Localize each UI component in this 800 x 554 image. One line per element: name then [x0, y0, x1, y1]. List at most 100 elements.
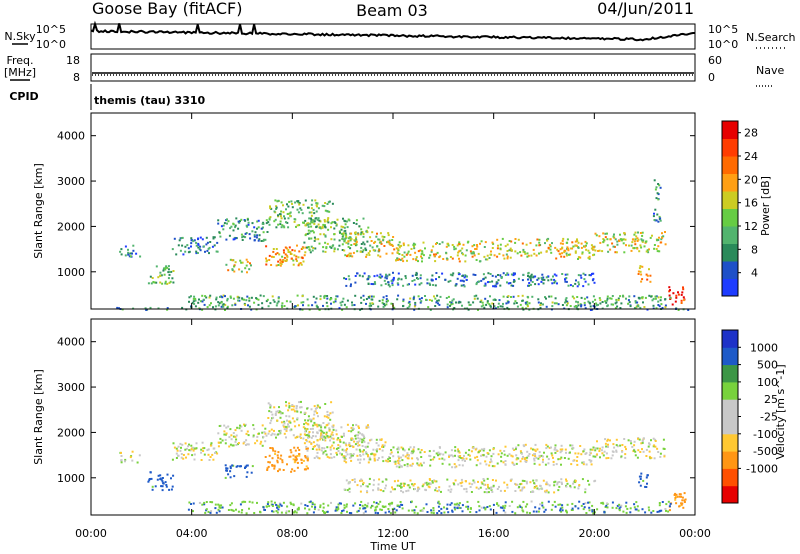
- range-time-cell: [654, 295, 657, 298]
- range-time-cell: [230, 434, 233, 437]
- range-time-cell: [582, 463, 585, 466]
- range-time-cell: [521, 486, 524, 489]
- range-time-cell: [501, 506, 504, 509]
- range-time-cell: [528, 282, 531, 284]
- range-time-cell: [460, 457, 463, 459]
- range-time-cell: [431, 481, 434, 484]
- range-time-cell: [577, 241, 580, 244]
- velocity-panel-frame: [90, 318, 696, 516]
- range-time-cell: [229, 465, 232, 468]
- range-time-cell: [496, 502, 499, 505]
- range-time-cell: [647, 251, 650, 254]
- range-time-cell: [235, 465, 238, 468]
- range-time-cell: [312, 511, 315, 514]
- range-time-cell: [396, 257, 399, 260]
- range-time-cell: [149, 275, 152, 278]
- range-time-cell: [544, 296, 546, 299]
- range-time-cell: [341, 453, 343, 456]
- range-time-cell: [563, 251, 566, 254]
- range-time-cell: [223, 430, 226, 433]
- range-time-cell: [184, 448, 187, 451]
- range-time-cell: [385, 298, 388, 301]
- range-time-cell: [216, 250, 219, 253]
- range-time-cell: [282, 501, 285, 504]
- range-time-cell: [469, 486, 472, 488]
- range-time-cell: [510, 284, 513, 287]
- range-time-cell: [412, 244, 415, 247]
- x-tick-label: 20:00: [578, 527, 610, 540]
- range-time-cell: [372, 453, 375, 456]
- range-time-cell: [650, 511, 653, 514]
- range-time-cell: [274, 253, 277, 256]
- range-time-cell: [596, 453, 598, 456]
- range-time-cell: [334, 300, 337, 303]
- range-time-cell: [656, 239, 658, 242]
- range-time-cell: [205, 236, 208, 239]
- range-time-cell: [543, 510, 546, 513]
- range-time-cell: [349, 236, 352, 239]
- range-time-cell: [495, 479, 497, 482]
- range-time-cell: [639, 232, 642, 234]
- range-time-cell: [315, 448, 318, 451]
- range-time-cell: [467, 308, 470, 311]
- range-time-cell: [324, 426, 327, 429]
- range-time-cell: [329, 446, 332, 449]
- range-time-cell: [283, 215, 285, 218]
- range-time-cell: [398, 463, 401, 466]
- range-time-cell: [398, 505, 401, 508]
- range-time-cell: [305, 445, 308, 448]
- range-time-cell: [530, 254, 533, 257]
- range-time-cell: [509, 282, 512, 284]
- range-time-cell: [363, 272, 366, 275]
- range-time-cell: [250, 471, 253, 474]
- range-time-cell: [630, 442, 633, 445]
- range-time-cell: [637, 509, 640, 512]
- range-time-cell: [432, 507, 435, 509]
- range-time-cell: [397, 479, 400, 482]
- range-time-cell: [316, 443, 319, 446]
- range-time-cell: [533, 459, 536, 462]
- colorbar-tick-label: 20: [744, 173, 758, 186]
- range-time-cell: [630, 244, 633, 247]
- range-time-cell: [606, 299, 609, 302]
- range-time-cell: [628, 244, 630, 247]
- range-time-cell: [584, 488, 587, 491]
- range-time-cell: [323, 415, 326, 418]
- range-time-cell: [357, 425, 360, 428]
- range-time-cell: [641, 448, 643, 451]
- range-time-cell: [553, 302, 556, 305]
- range-time-cell: [526, 450, 529, 453]
- range-time-cell: [299, 262, 302, 264]
- range-time-cell: [461, 481, 464, 484]
- range-time-cell: [355, 238, 357, 240]
- range-time-cell: [553, 281, 556, 284]
- range-time-cell: [435, 242, 437, 245]
- range-time-cell: [648, 455, 651, 458]
- range-time-cell: [541, 501, 544, 504]
- range-time-cell: [619, 233, 621, 236]
- range-time-cell: [195, 241, 198, 244]
- range-time-cell: [645, 448, 648, 451]
- range-time-cell: [387, 234, 390, 237]
- range-time-cell: [253, 512, 256, 514]
- range-time-cell: [385, 459, 388, 462]
- range-time-cell: [449, 503, 452, 506]
- range-time-cell: [553, 273, 556, 276]
- range-time-cell: [605, 301, 608, 304]
- range-time-cell: [177, 244, 180, 247]
- range-time-cell: [538, 451, 541, 454]
- range-time-cell: [567, 249, 570, 252]
- range-time-cell: [375, 442, 378, 445]
- range-time-cell: [523, 480, 526, 482]
- range-time-cell: [642, 301, 644, 304]
- range-time-cell: [345, 284, 348, 287]
- range-time-cell: [281, 306, 284, 309]
- range-time-cell: [377, 305, 380, 308]
- nave-label: Nave: [756, 64, 784, 77]
- range-time-cell: [449, 301, 451, 304]
- range-time-cell: [212, 306, 214, 309]
- range-time-cell: [289, 429, 292, 432]
- range-time-cell: [312, 219, 315, 222]
- range-time-cell: [565, 254, 568, 257]
- range-time-cell: [636, 240, 639, 242]
